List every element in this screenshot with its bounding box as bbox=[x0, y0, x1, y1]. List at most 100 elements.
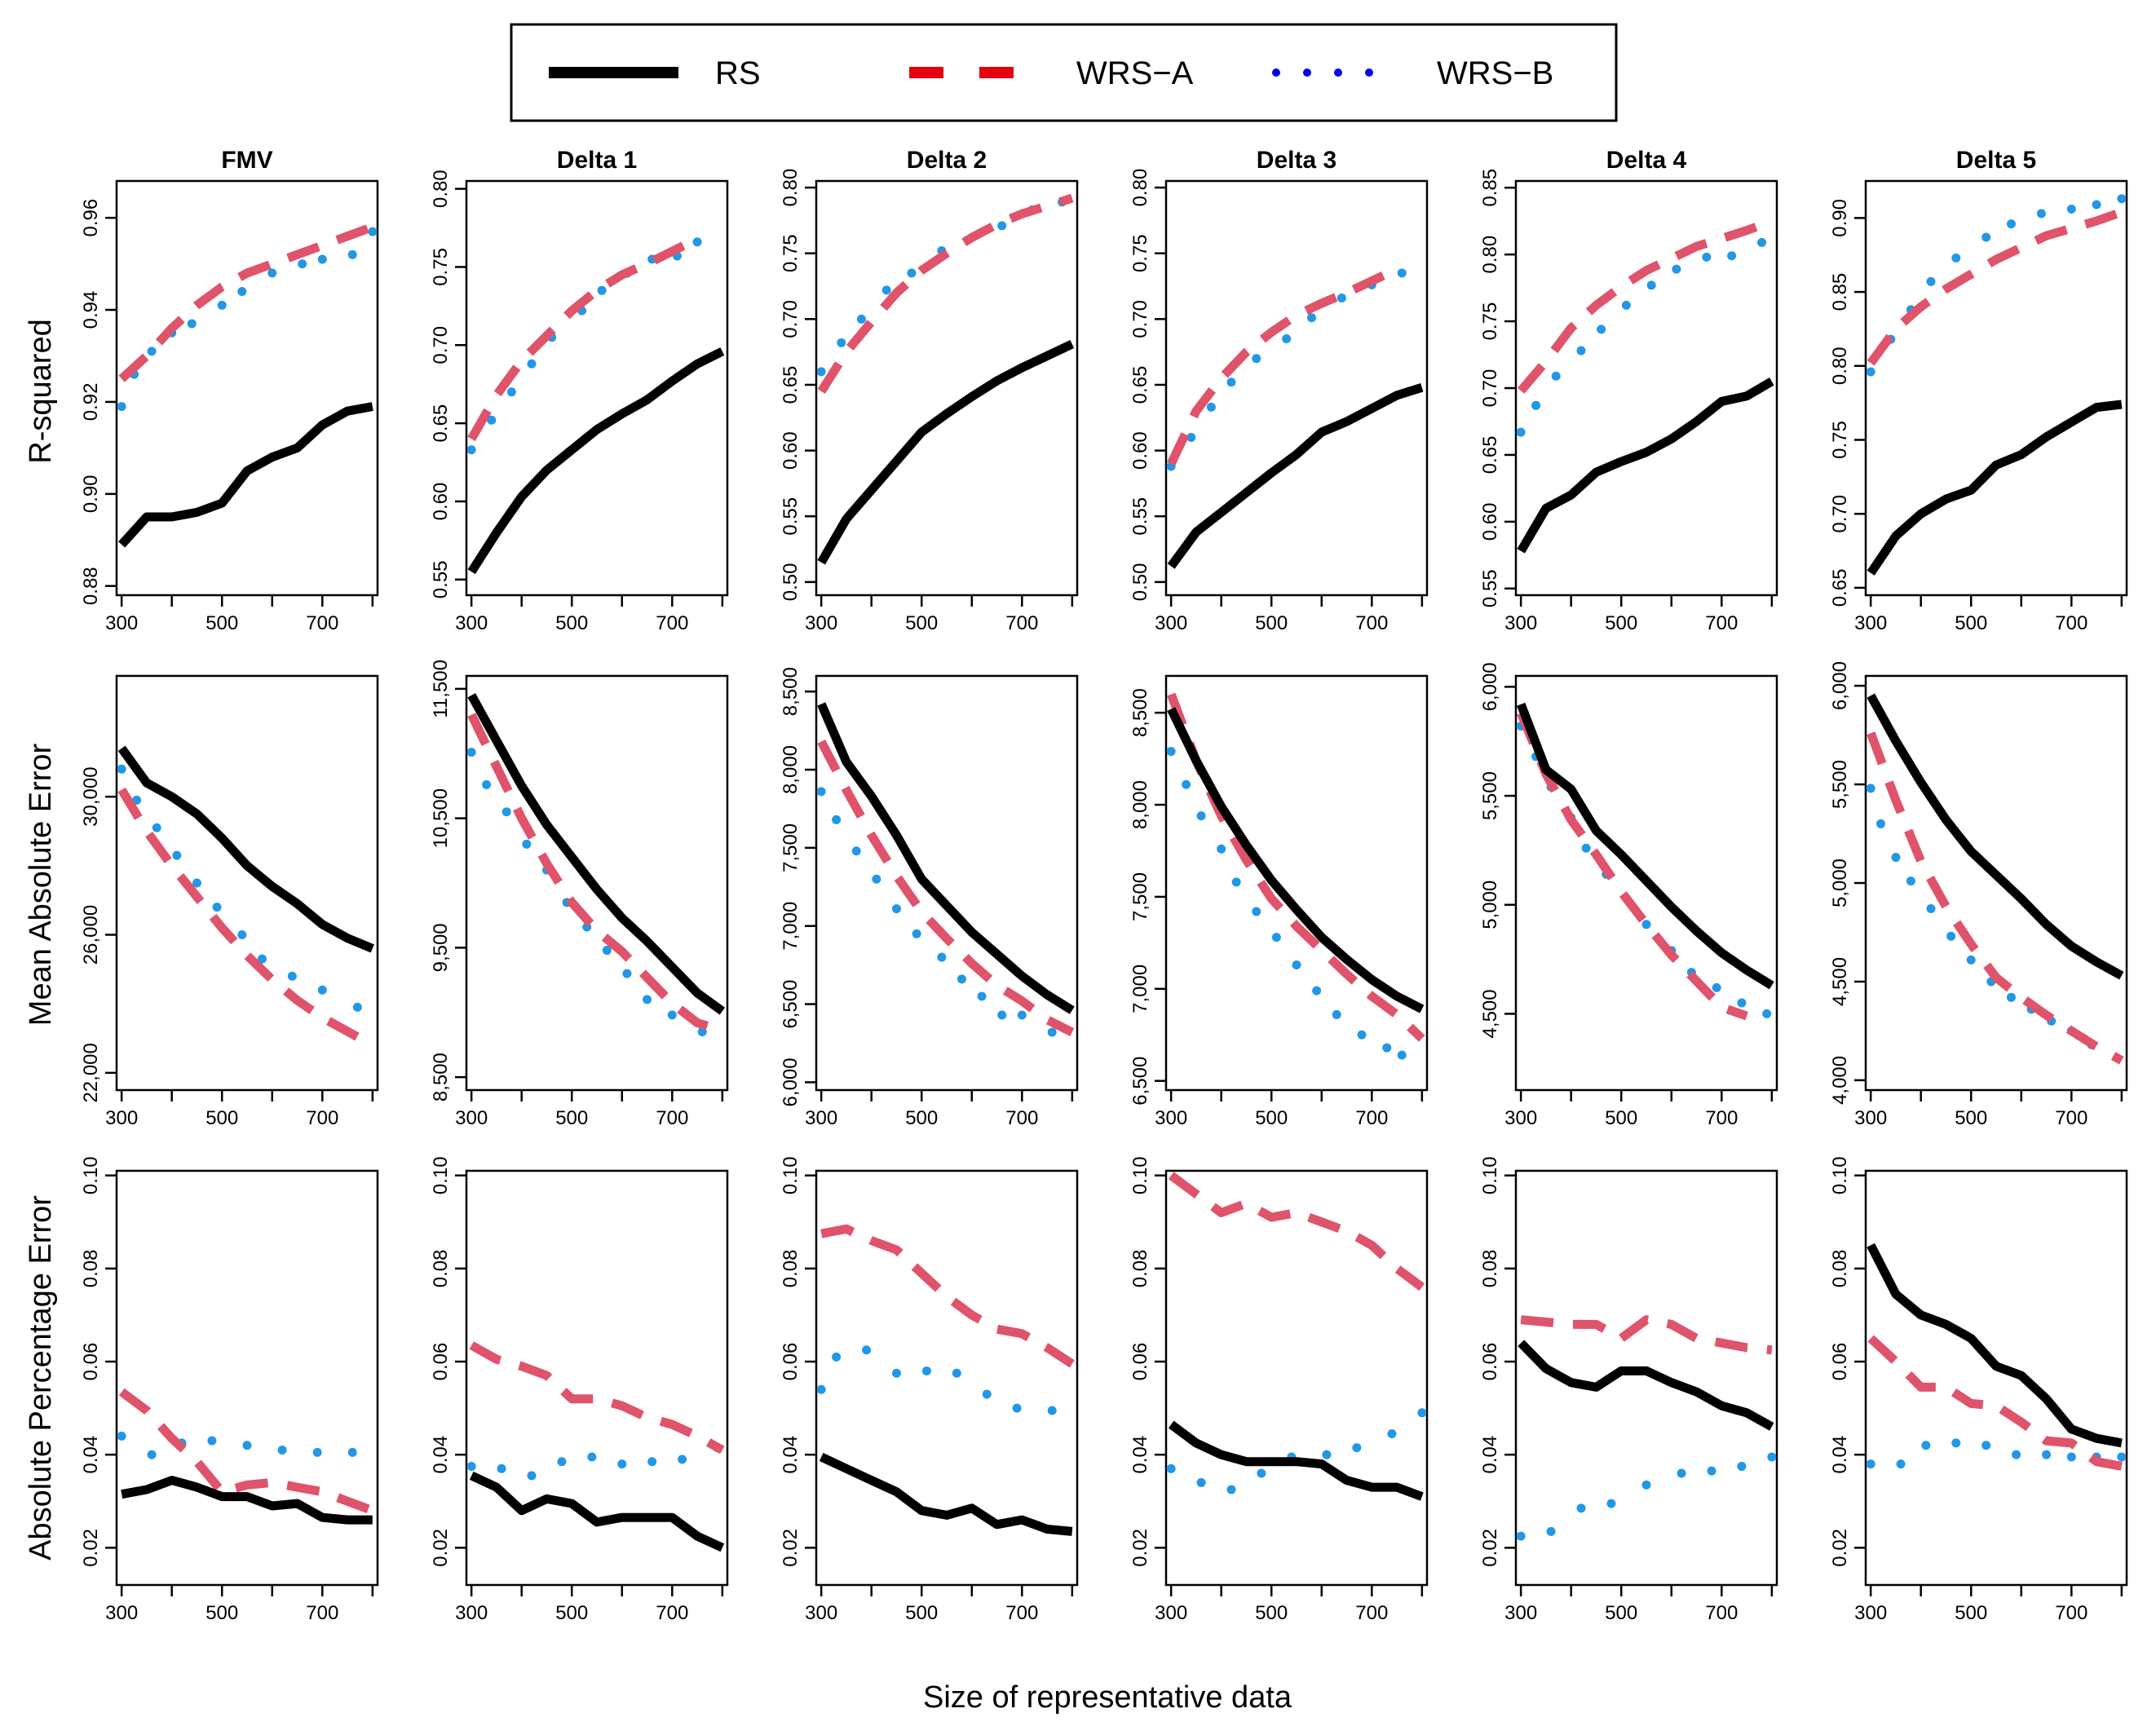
point-wrs-b bbox=[1012, 1403, 1022, 1413]
point-wrs-b bbox=[1357, 1030, 1367, 1040]
point-wrs-b bbox=[1702, 252, 1712, 262]
series-line-rs bbox=[1167, 707, 1425, 1013]
y-tick-label: 6,500 bbox=[1129, 1057, 1151, 1106]
point-wrs-b bbox=[907, 268, 917, 278]
point-wrs-b bbox=[1226, 1485, 1236, 1494]
point-wrs-b bbox=[872, 874, 881, 884]
series-group bbox=[1516, 1315, 1777, 1541]
point-wrs-b bbox=[2036, 209, 2046, 219]
point-wrs-b bbox=[152, 823, 161, 832]
series-line-rs bbox=[1168, 1420, 1424, 1501]
x-axis-label: Size of representative data bbox=[923, 1680, 1292, 1715]
column-title-delta-1: Delta 1 bbox=[557, 147, 637, 174]
point-wrs-b bbox=[1762, 1009, 1772, 1018]
y-tick-label: 0.96 bbox=[80, 199, 102, 237]
y-tick-label: 7,000 bbox=[780, 902, 802, 951]
panel-absolute-percentage-error-delta-3: 300 500 700 0.02 0.04 0.06 0.08 0.10 bbox=[1129, 1156, 1429, 1624]
point-wrs-b bbox=[1641, 1480, 1651, 1490]
y-tick-label: 0.04 bbox=[430, 1436, 452, 1474]
point-wrs-b bbox=[312, 1447, 322, 1457]
series-group bbox=[816, 1224, 1075, 1536]
plot-frame bbox=[1514, 1169, 1778, 1587]
y-tick-label: 0.08 bbox=[1129, 1250, 1151, 1288]
point-wrs-b bbox=[1672, 264, 1681, 274]
point-wrs-b bbox=[147, 347, 157, 356]
x-tick-label: 300 bbox=[105, 1107, 138, 1129]
x-tick-label: 700 bbox=[2055, 1602, 2088, 1624]
point-wrs-b bbox=[1737, 1461, 1747, 1471]
y-tick-label: 4,000 bbox=[1829, 1056, 1851, 1105]
series-line-wrs-a bbox=[817, 193, 1074, 394]
y-tick-label: 0.10 bbox=[1829, 1156, 1851, 1194]
plot-frame bbox=[465, 179, 729, 597]
point-wrs-b bbox=[1551, 371, 1561, 381]
point-wrs-b bbox=[187, 319, 197, 329]
series-line-rs bbox=[117, 745, 374, 953]
x-tick-label: 500 bbox=[1605, 1602, 1637, 1624]
point-wrs-b bbox=[1226, 377, 1236, 387]
series-group bbox=[117, 1388, 374, 1525]
point-wrs-b bbox=[1926, 276, 1936, 286]
y-tick-label: 0.60 bbox=[430, 483, 452, 521]
point-wrs-b bbox=[192, 878, 201, 888]
plot-frame bbox=[1864, 1169, 2128, 1587]
y-tick-label: 0.65 bbox=[1479, 436, 1501, 475]
x-tick-label: 700 bbox=[2055, 1107, 2088, 1129]
legend-box bbox=[510, 23, 1618, 122]
series-line-rs bbox=[1517, 702, 1774, 990]
x-tick-label: 300 bbox=[455, 612, 488, 634]
point-wrs-b bbox=[1182, 779, 1191, 789]
y-tick-label: 0.80 bbox=[1129, 169, 1151, 207]
point-wrs-b bbox=[1866, 367, 1875, 377]
point-wrs-b bbox=[1677, 1468, 1686, 1478]
y-tick-label: 0.65 bbox=[780, 366, 802, 404]
row-label-absolute-percentage-error: Absolute Percentage Error bbox=[24, 1195, 58, 1561]
point-wrs-b bbox=[466, 1461, 476, 1471]
y-tick-label: 6,000 bbox=[1479, 662, 1501, 711]
point-wrs-b bbox=[1336, 294, 1346, 303]
point-wrs-b bbox=[1866, 1459, 1875, 1469]
series-line-rs bbox=[1867, 1243, 2123, 1448]
point-wrs-b bbox=[257, 954, 267, 964]
point-wrs-b bbox=[217, 300, 227, 310]
y-tick-label: 0.80 bbox=[1829, 347, 1851, 385]
point-wrs-b bbox=[1217, 844, 1226, 854]
column-title-delta-5: Delta 5 bbox=[1956, 147, 2036, 174]
x-tick-label: 300 bbox=[805, 1602, 837, 1624]
y-tick-label: 0.88 bbox=[80, 567, 102, 605]
row-label-r-squared: R-squared bbox=[24, 319, 58, 463]
point-wrs-b bbox=[977, 991, 987, 1001]
point-wrs-b bbox=[501, 807, 511, 817]
series-line-rs bbox=[817, 340, 1075, 565]
series-group bbox=[1866, 194, 2127, 576]
y-tick-label: 0.04 bbox=[780, 1436, 802, 1474]
y-tick-label: 0.75 bbox=[1129, 234, 1151, 272]
panel-absolute-percentage-error-fmv: 300 500 700 0.02 0.04 0.06 0.08 0.10 bbox=[80, 1156, 379, 1624]
row-labels: R-squared Mean Absolute Error Absolute P… bbox=[24, 319, 58, 1561]
plot-frame bbox=[115, 179, 379, 597]
y-tick-label: 9,500 bbox=[430, 923, 452, 972]
point-wrs-b bbox=[1981, 232, 1991, 242]
point-wrs-b bbox=[851, 846, 861, 856]
x-tick-label: 300 bbox=[1155, 1107, 1187, 1129]
x-tick-label: 300 bbox=[1155, 1602, 1187, 1624]
point-wrs-b bbox=[1707, 1466, 1716, 1476]
point-wrs-b bbox=[1576, 1503, 1586, 1513]
series-line-rs bbox=[817, 702, 1075, 1014]
plot-frame bbox=[815, 1169, 1079, 1587]
plot-frame bbox=[815, 674, 1079, 1092]
point-wrs-b bbox=[482, 779, 492, 789]
y-tick-label: 0.70 bbox=[1829, 495, 1851, 533]
y-tick-label: 26,000 bbox=[80, 905, 102, 965]
x-tick-label: 500 bbox=[1605, 1107, 1637, 1129]
x-tick-label: 300 bbox=[1854, 1602, 1887, 1624]
point-wrs-b bbox=[1417, 1408, 1427, 1418]
point-wrs-b bbox=[1767, 1452, 1777, 1462]
y-tick-label: 8,000 bbox=[780, 745, 802, 794]
series-line-wrs-a bbox=[817, 739, 1075, 1037]
point-wrs-b bbox=[1531, 400, 1541, 410]
point-wrs-b bbox=[1196, 811, 1206, 821]
x-tick-label: 300 bbox=[105, 1602, 138, 1624]
x-tick-label: 300 bbox=[1504, 612, 1537, 634]
y-tick-label: 0.90 bbox=[1829, 199, 1851, 237]
